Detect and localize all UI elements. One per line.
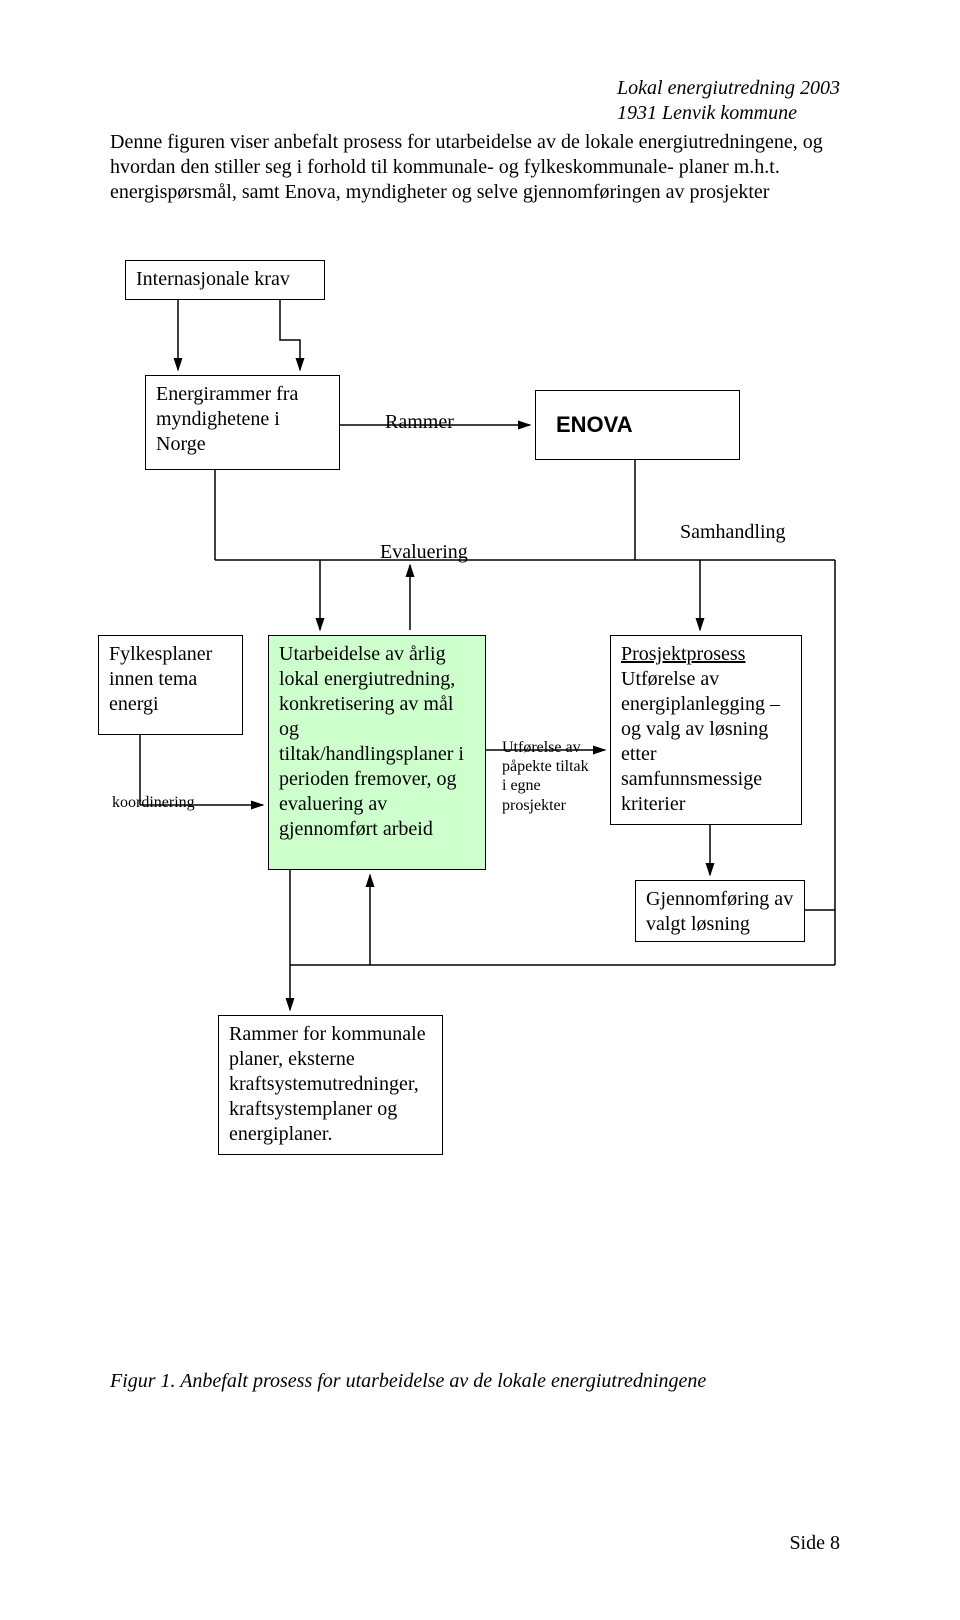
label-evaluering: Evaluering	[380, 540, 468, 564]
box-gjennomforing-text: Gjennomføring av valgt løsning	[646, 888, 793, 935]
box-enova: ENOVA	[535, 390, 740, 460]
box-prosjektprosess: Prosjektprosess Utførelse av energiplanl…	[610, 635, 802, 825]
box-rammer-kommunale: Rammer for kommunale planer, eksterne kr…	[218, 1015, 443, 1155]
box-energirammer-norge: Energirammer fra myndighetene i Norge	[145, 375, 340, 470]
intro-text: Denne figuren viser anbefalt prosess for…	[110, 130, 850, 205]
box-energirammer-norge-text: Energirammer fra myndighetene i Norge	[156, 383, 298, 455]
label-koordinering: koordinering	[112, 793, 195, 812]
page-header: Lokal energiutredning 2003 1931 Lenvik k…	[617, 76, 840, 126]
header-line1: Lokal energiutredning 2003	[617, 76, 840, 101]
box-rammer-kommunale-text: Rammer for kommunale planer, eksterne kr…	[229, 1023, 426, 1145]
label-rammer: Rammer	[385, 410, 454, 434]
header-line2: 1931 Lenvik kommune	[617, 101, 840, 126]
prosjektprosess-title: Prosjektprosess	[621, 643, 745, 665]
prosjektprosess-body: Utførelse av energiplanlegging – og valg…	[621, 668, 780, 815]
box-fylkesplaner-text: Fylkesplaner innen tema energi	[109, 643, 212, 715]
figure-caption: Figur 1. Anbefalt prosess for utarbeidel…	[110, 1370, 706, 1393]
label-samhandling: Samhandling	[680, 520, 786, 544]
box-internasjonale-krav: Internasjonale krav	[125, 260, 325, 300]
box-enova-text: ENOVA	[556, 411, 633, 439]
box-internasjonale-krav-text: Internasjonale krav	[136, 268, 290, 290]
label-utforelse: Utførelse av påpekte tiltak i egne prosj…	[502, 738, 597, 815]
box-utarbeidelse-text: Utarbeidelse av årlig lokal energiutredn…	[279, 643, 464, 840]
box-gjennomforing: Gjennomføring av valgt løsning	[635, 880, 805, 942]
page-number: Side 8	[789, 1532, 840, 1555]
box-utarbeidelse: Utarbeidelse av årlig lokal energiutredn…	[268, 635, 486, 870]
box-fylkesplaner: Fylkesplaner innen tema energi	[98, 635, 243, 735]
